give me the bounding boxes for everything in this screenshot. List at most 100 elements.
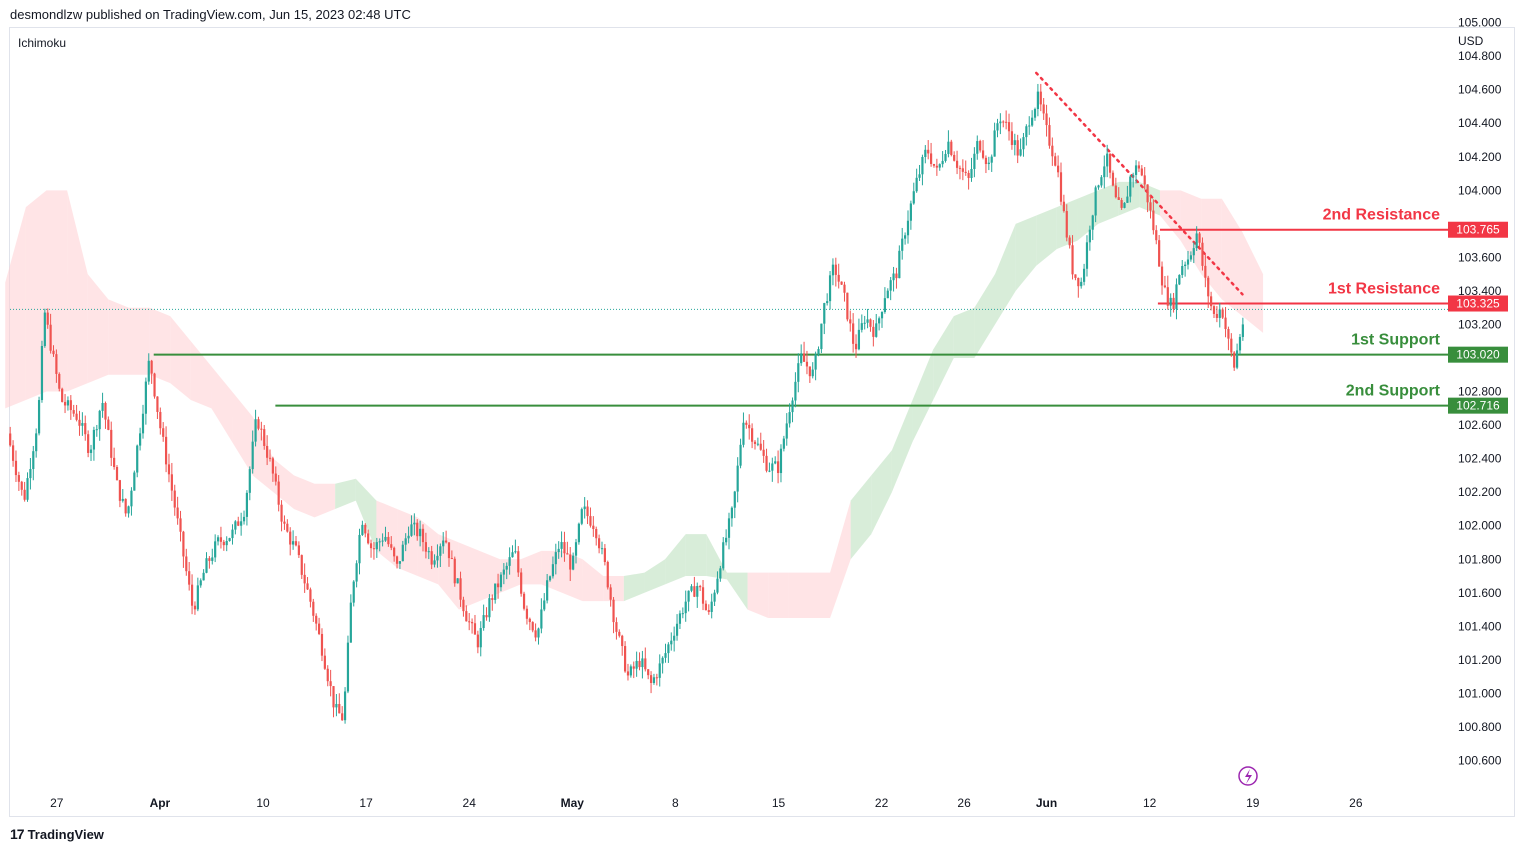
candle-body <box>886 290 889 299</box>
candle-body <box>649 675 653 683</box>
candle-body <box>404 538 407 545</box>
candle-body <box>424 542 427 552</box>
candle-body <box>69 400 72 411</box>
candle-body <box>49 324 52 351</box>
candle-body <box>811 369 814 377</box>
candle-body <box>534 630 537 638</box>
candle-body <box>225 540 228 546</box>
candle-body <box>390 544 393 548</box>
candle-body <box>1172 297 1175 309</box>
support-resistance-levels[interactable]: 2nd Resistance 103.765 1st Resistance 103.3… <box>10 207 1508 414</box>
cloud-segment <box>871 450 892 535</box>
candle-body <box>46 312 49 325</box>
candle-body <box>713 592 716 602</box>
candle-body <box>1155 230 1158 241</box>
candle-body <box>465 611 468 622</box>
lightning-icon[interactable] <box>1238 766 1258 786</box>
candle-body <box>430 551 433 565</box>
candle-body <box>263 429 266 446</box>
candle-body <box>1005 121 1008 123</box>
candle-body <box>326 668 329 682</box>
candle-body <box>1068 237 1071 246</box>
candle-body <box>629 666 632 676</box>
candle-body <box>1059 172 1063 202</box>
candle-body <box>485 615 488 618</box>
candle-body <box>828 275 832 302</box>
candle-body <box>508 557 511 566</box>
cloud-segment <box>1098 181 1119 224</box>
candle-body <box>294 541 298 546</box>
candle-body <box>167 464 171 475</box>
x-tick-label: 24 <box>463 796 477 810</box>
candle-body <box>927 149 930 154</box>
candle-body <box>23 489 26 500</box>
candle-body <box>1166 287 1169 306</box>
candle-body <box>208 558 211 561</box>
candle-body <box>929 153 933 164</box>
candle-body <box>447 542 451 559</box>
candle-body <box>419 528 422 537</box>
cloud-segment <box>293 475 315 518</box>
descending-trendline[interactable] <box>1035 71 1244 296</box>
candle-body <box>1186 259 1190 265</box>
candle-body <box>941 160 944 165</box>
candle-body <box>756 443 759 445</box>
candle-body <box>240 521 243 526</box>
2nd-resistance-label: 2nd Resistance <box>1323 207 1440 224</box>
candle-body <box>427 551 430 553</box>
candle-body <box>586 506 589 517</box>
candle-body <box>393 547 396 557</box>
time-axis[interactable]: 27 Apr 10 17 24 May 8 15 22 26 Jun 12 19 26 <box>50 796 1363 810</box>
candle-body <box>603 548 606 562</box>
candle-body <box>984 157 988 165</box>
cloud-segment <box>1139 181 1160 216</box>
candle-body <box>699 585 702 588</box>
cloud-segment <box>355 478 377 551</box>
candle-body <box>40 345 44 401</box>
candle-body <box>26 478 29 500</box>
candle-body <box>889 280 892 291</box>
candle-body <box>580 509 583 524</box>
candle-body <box>950 141 953 155</box>
candle-body <box>436 555 439 561</box>
candle-body <box>1189 255 1192 260</box>
candle-body <box>834 264 837 275</box>
candle-body <box>1178 274 1181 285</box>
price-axis[interactable]: 105.000 104.800 104.600 104.400 104.200 104.0… <box>1458 16 1502 768</box>
candle-body <box>185 556 188 572</box>
candle-body <box>673 635 676 641</box>
cloud-segment <box>768 572 789 618</box>
candle-body <box>912 191 915 204</box>
candle-body <box>687 590 690 602</box>
candle-body <box>29 469 32 479</box>
footer-brand[interactable]: 17 TradingView <box>10 826 104 842</box>
candle-body <box>468 621 471 623</box>
candle-body <box>791 400 794 413</box>
candle-body <box>130 490 133 507</box>
y-tick-label: 102.000 <box>1458 519 1502 533</box>
candle-body <box>1036 91 1039 110</box>
candle-body <box>1048 125 1051 146</box>
cloud-segment <box>458 542 480 610</box>
candle-body <box>572 555 575 570</box>
candle-body <box>915 177 918 192</box>
candle-body <box>854 343 858 350</box>
candle-body <box>938 164 941 168</box>
candlesticks <box>9 83 1244 724</box>
candle-body <box>667 644 670 654</box>
candle-body <box>254 419 257 442</box>
candle-body <box>774 461 777 464</box>
candle-body <box>367 533 370 544</box>
candle-body <box>320 633 324 656</box>
candle-body <box>987 162 990 165</box>
indicator-label[interactable]: Ichimoku <box>18 36 66 50</box>
candle-body <box>1221 309 1224 318</box>
1st-resistance-tag: 103.325 <box>1456 297 1500 311</box>
candle-body <box>150 360 153 374</box>
candle-body <box>147 360 150 382</box>
candle-body <box>1033 109 1037 118</box>
candle-body <box>958 167 962 169</box>
candle-body <box>81 423 84 426</box>
candle-body <box>514 551 517 553</box>
